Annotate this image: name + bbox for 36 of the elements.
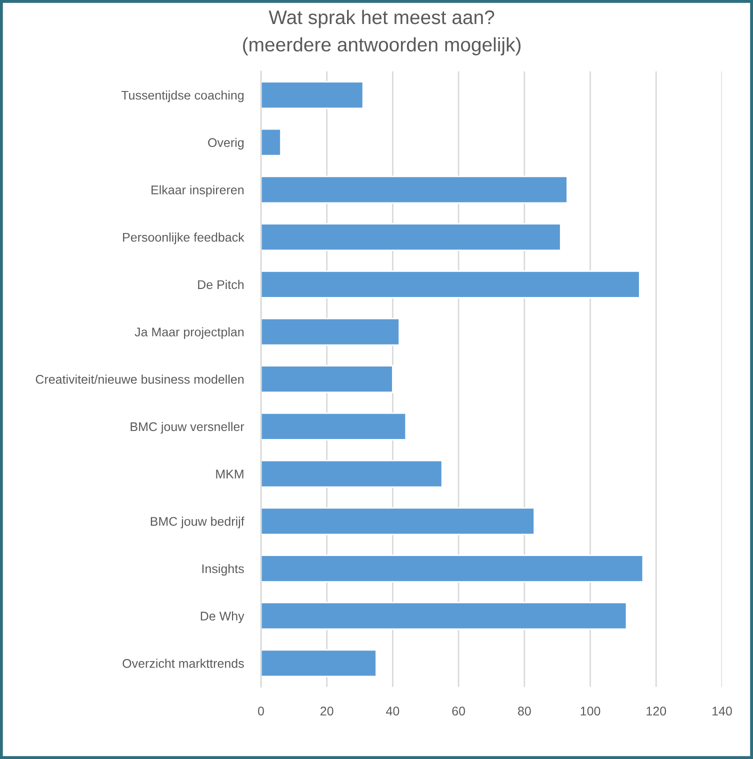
x-tick-label: 120: [646, 706, 666, 716]
y-tick-label: Persoonlijke feedback: [123, 232, 244, 244]
chart-title: Wat sprak het meest aan?: [268, 10, 494, 28]
x-tick-label: 0: [258, 706, 264, 716]
y-tick-label: De Pitch: [198, 280, 244, 290]
bar: [260, 176, 568, 204]
y-tick-label: BMC jouw bedrijf: [150, 516, 244, 528]
bar: [260, 365, 394, 394]
bar: [260, 554, 644, 582]
x-tick-label: 40: [386, 706, 400, 716]
bar: [260, 649, 377, 678]
x-tick-label: 20: [320, 706, 334, 716]
x-tick-label: 60: [452, 706, 466, 716]
y-tick-label: Tussentijdse coaching: [121, 90, 244, 102]
bar: [260, 270, 640, 298]
y-tick-label: BMC jouw versneller: [130, 422, 244, 434]
bar: [260, 460, 443, 488]
bar: [260, 81, 364, 109]
y-tick-label: De Why: [200, 611, 244, 623]
y-tick-label: MKM: [216, 470, 244, 478]
x-tick-label: 140: [712, 706, 732, 716]
y-tick-label: Elkaar inspireren: [152, 185, 244, 197]
bar: [260, 318, 400, 346]
bar: [260, 507, 535, 536]
bar: [260, 128, 282, 156]
y-tick-label: Insights: [202, 564, 244, 576]
y-tick-label: Creativiteit/nieuwe business modellen: [36, 374, 244, 384]
bar: [260, 223, 562, 252]
x-tick-label: 100: [580, 706, 600, 716]
y-tick-label: Ja Maar projectplan: [134, 327, 244, 339]
chart-subtitle: (meerdere antwoorden mogelijk): [243, 37, 521, 56]
x-tick-label: 80: [518, 706, 531, 716]
bar: [260, 412, 407, 440]
bar: [260, 602, 628, 630]
y-tick-label: Overig: [208, 138, 244, 150]
y-tick-label: Overzicht markttrends: [122, 658, 244, 668]
